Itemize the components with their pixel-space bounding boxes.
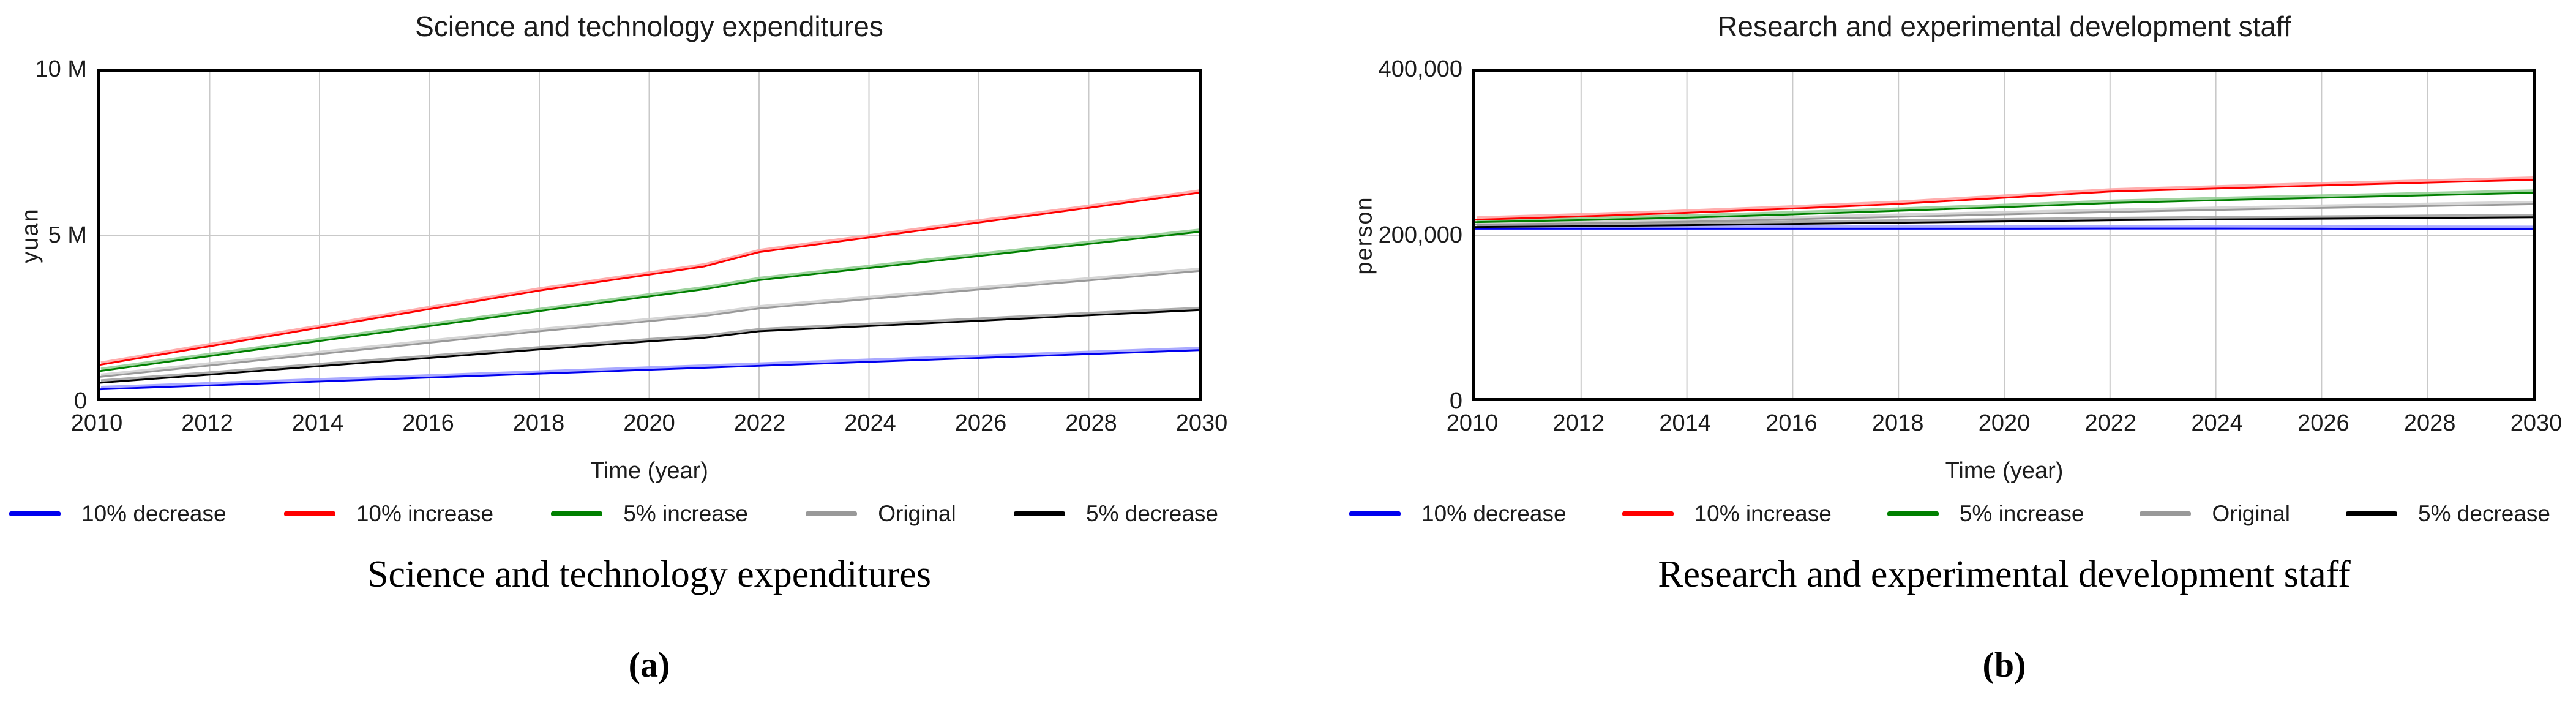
legend-item: 5% increase xyxy=(551,501,748,527)
y-tick-label: 400,000 xyxy=(1378,56,1462,82)
chart-title: Research and experimental development st… xyxy=(1717,10,2291,42)
legend: 10% decrease 10% increase 5% increase Origi… xyxy=(1349,501,2550,527)
chart-title: Science and technology expenditures xyxy=(415,10,883,42)
legend-label: 5% increase xyxy=(1959,501,2084,526)
x-tick-label: 2018 xyxy=(1871,410,1924,436)
legend-line-swatch xyxy=(1014,511,1066,516)
x-tick-label: 2014 xyxy=(1659,410,1711,436)
y-tick-label: 10 M xyxy=(35,56,87,82)
panel-letter: (a) xyxy=(628,645,670,685)
x-tick-label: 2014 xyxy=(291,410,344,436)
legend-item: 5% increase xyxy=(1887,501,2084,527)
legend-item: 10% increase xyxy=(283,501,494,527)
legend-item: Original xyxy=(806,501,956,527)
legend-line-swatch xyxy=(551,511,603,516)
series-halo xyxy=(100,347,1199,389)
series-line-5-decrease xyxy=(1475,216,2533,228)
x-tick-label: 2010 xyxy=(70,410,123,436)
series-halo xyxy=(100,189,1199,365)
legend-line-swatch xyxy=(1887,511,1939,516)
legend-label: 10% increase xyxy=(1694,501,1832,526)
x-tick-label: 2010 xyxy=(1446,410,1499,436)
legend-label: 10% increase xyxy=(356,501,494,526)
y-tick-label: 200,000 xyxy=(1378,222,1462,248)
y-tick-label: 0 xyxy=(1449,388,1462,414)
plot-area xyxy=(1472,69,2536,401)
legend-line-swatch xyxy=(806,511,858,516)
series-line-original xyxy=(1475,203,2533,226)
series-halo xyxy=(1476,214,2533,227)
legend-label: Original xyxy=(2212,501,2290,526)
legend-label: 10% decrease xyxy=(81,501,227,526)
plot-area xyxy=(97,69,1202,401)
legend-line-swatch xyxy=(1622,511,1674,516)
figure-panel-b: Research and experimental development st… xyxy=(1288,0,2576,711)
legend-line-swatch xyxy=(1349,511,1401,516)
legend-label: 10% decrease xyxy=(1421,501,1567,526)
legend-line-swatch xyxy=(283,511,335,516)
figure-caption: Research and experimental development st… xyxy=(1658,554,2351,595)
legend-line-swatch xyxy=(2346,511,2398,516)
legend-label: 5% decrease xyxy=(1086,501,1218,526)
x-tick-label: 2012 xyxy=(1552,410,1605,436)
legend-line-swatch xyxy=(2140,511,2192,516)
figure-caption: Science and technology expenditures xyxy=(367,554,932,595)
x-tick-label: 2022 xyxy=(2084,410,2137,436)
legend-item: Original xyxy=(2140,501,2290,527)
x-tick-label: 2024 xyxy=(844,410,896,436)
y-tick-label: 0 xyxy=(73,388,87,414)
legend-label: Original xyxy=(878,501,956,526)
x-tick-label: 2016 xyxy=(1765,410,1818,436)
x-tick-label: 2026 xyxy=(954,410,1007,436)
x-tick-label: 2022 xyxy=(733,410,786,436)
legend-item: 5% decrease xyxy=(1014,501,1218,527)
legend-line-swatch xyxy=(9,511,61,516)
legend-item: 5% decrease xyxy=(2346,501,2550,527)
x-tick-label: 2020 xyxy=(1978,410,2031,436)
series-halo xyxy=(100,228,1199,371)
series-halo xyxy=(1476,200,2533,225)
series-line-5-decrease xyxy=(100,309,1199,384)
x-axis-title: Time (year) xyxy=(590,458,708,484)
series-line-10-decrease xyxy=(100,349,1199,391)
series-line-10-increase xyxy=(1475,179,2533,221)
x-tick-label: 2030 xyxy=(2510,410,2563,436)
x-tick-label: 2018 xyxy=(512,410,565,436)
series-line-10-increase xyxy=(100,192,1199,366)
x-tick-label: 2020 xyxy=(623,410,675,436)
series-halo xyxy=(100,268,1199,377)
figure-panel-a: Science and technology expenditures yuan… xyxy=(9,10,1228,685)
series-halo xyxy=(1476,189,2533,222)
legend-item: 10% decrease xyxy=(1349,501,1567,527)
panel-letter: (b) xyxy=(1982,645,2026,685)
legend: 10% decrease 10% increase 5% increase Origi… xyxy=(9,501,1218,527)
series-line-10-decrease xyxy=(1475,227,2533,230)
series-halo xyxy=(100,306,1199,383)
chart-canvas xyxy=(1475,72,2533,398)
series-line-5-increase xyxy=(1475,192,2533,224)
x-tick-label: 2024 xyxy=(2191,410,2243,436)
legend-label: 5% decrease xyxy=(2418,501,2550,526)
x-tick-label: 2028 xyxy=(1065,410,1117,436)
x-tick-label: 2012 xyxy=(181,410,233,436)
x-tick-label: 2030 xyxy=(1175,410,1228,436)
legend-label: 5% increase xyxy=(623,501,748,526)
series-halo xyxy=(1476,176,2533,220)
x-tick-label: 2028 xyxy=(2403,410,2456,436)
series-line-5-increase xyxy=(100,231,1199,372)
x-tick-label: 2016 xyxy=(402,410,454,436)
x-tick-label: 2026 xyxy=(2297,410,2349,436)
legend-item: 10% increase xyxy=(1622,501,1832,527)
legend-item: 10% decrease xyxy=(9,501,227,527)
chart-canvas xyxy=(100,72,1199,398)
series-line-original xyxy=(100,270,1199,378)
y-tick-label: 5 M xyxy=(48,222,87,248)
x-axis-title: Time (year) xyxy=(1945,458,2064,484)
